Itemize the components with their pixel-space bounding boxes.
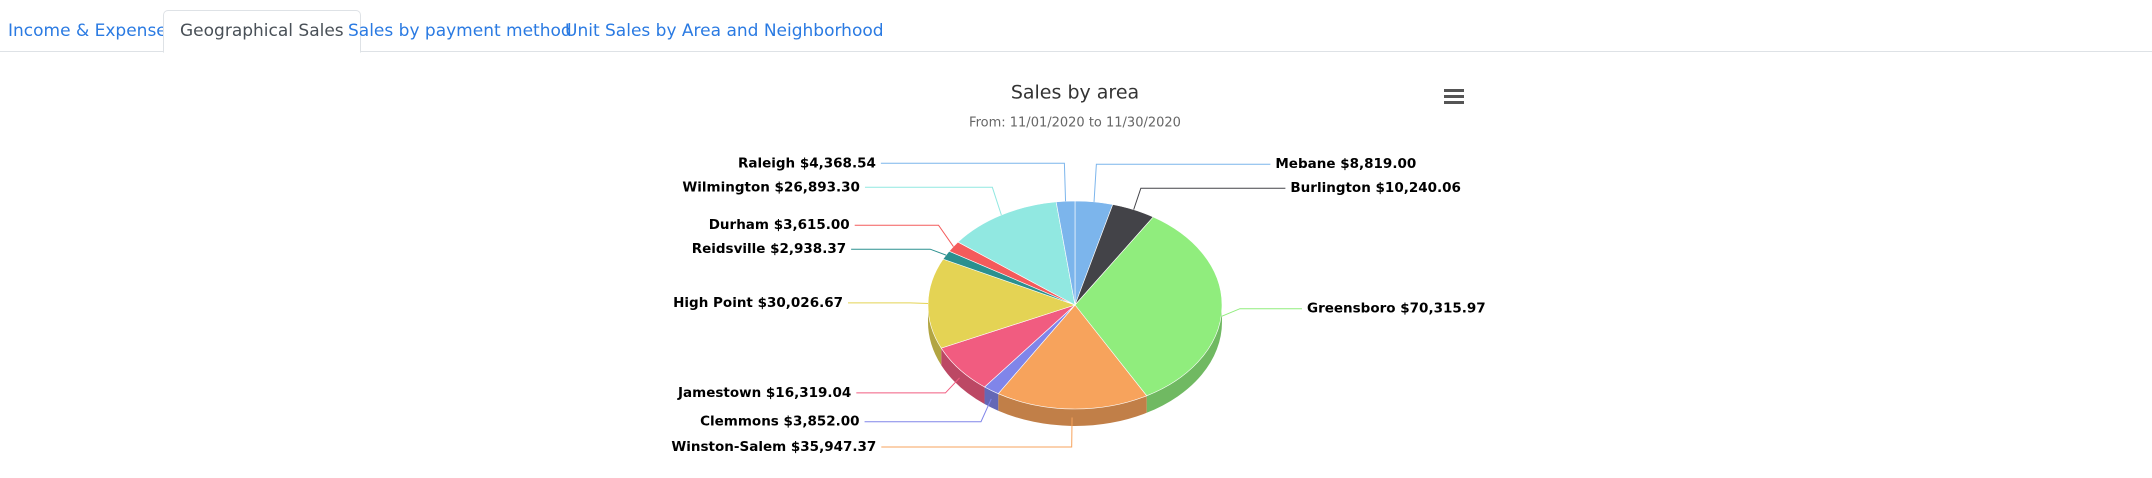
label-value: $70,315.97: [1400, 301, 1485, 317]
menu-bar: [1444, 101, 1464, 104]
label-value: $30,026.67: [758, 295, 843, 311]
tab-bar: Income & Expenses Geographical Sales Sal…: [0, 0, 2152, 53]
label-value: $26,893.30: [775, 179, 860, 195]
label-value: $8,819.00: [1340, 156, 1416, 172]
data-label: Mebane $8,819.00: [1275, 156, 1416, 172]
connector: [880, 162, 1067, 202]
data-label: Greensboro $70,315.97: [1307, 301, 1486, 317]
data-label: Raleigh $4,368.54: [738, 155, 876, 171]
label-name: Greensboro: [1307, 301, 1396, 317]
slice-side: [984, 386, 999, 411]
slice-side: [1146, 305, 1222, 413]
label-name: Raleigh: [738, 155, 795, 171]
connector: [854, 224, 954, 247]
connector: [864, 398, 992, 423]
label-name: Burlington: [1290, 180, 1370, 196]
tab[interactable]: Income & Expenses: [8, 21, 176, 41]
label-value: $10,240.06: [1376, 180, 1461, 196]
connector: [1093, 163, 1271, 202]
data-label: Burlington $10,240.06: [1290, 180, 1461, 196]
chart: Sales by area From: 11/01/2020 to 11/30/…: [671, 82, 1486, 455]
label-name: Winston-Salem: [671, 439, 786, 455]
label-value: $3,852.00: [784, 414, 860, 430]
data-label: Durham $3,615.00: [709, 217, 850, 233]
menu-bar: [1444, 95, 1464, 98]
connector: [864, 186, 1002, 216]
label-name: Mebane: [1275, 156, 1335, 172]
slice-side: [998, 393, 1147, 427]
label-value: $4,368.54: [800, 155, 876, 171]
slice: [957, 201, 1076, 306]
data-label: Clemmons $3,852.00: [700, 414, 859, 430]
connector: [1133, 187, 1286, 210]
slice: [997, 304, 1148, 410]
label-name: Wilmington: [682, 179, 769, 195]
connector: [856, 377, 960, 394]
label-value: $3,615.00: [774, 217, 850, 233]
label-value: $35,947.37: [791, 439, 876, 455]
label-name: Clemmons: [700, 414, 779, 430]
menu-button[interactable]: [1444, 89, 1464, 104]
label-value: $2,938.37: [770, 241, 846, 257]
data-label: Jamestown $16,319.04: [677, 385, 851, 401]
menu-bar: [1444, 89, 1464, 92]
connector: [881, 417, 1073, 448]
slice-side: [928, 305, 942, 366]
chart-subtitle: From: 11/01/2020 to 11/30/2020: [969, 116, 1181, 131]
data-label: Reidsville $2,938.37: [692, 241, 846, 257]
tab[interactable]: Sales by payment method: [348, 21, 572, 41]
data-label: High Point $30,026.67: [673, 295, 843, 311]
tab[interactable]: Unit Sales by Area and Neighborhood: [565, 21, 884, 41]
connector: [851, 248, 947, 256]
label-name: Durham: [709, 217, 769, 233]
label-value: $16,319.04: [766, 385, 851, 401]
chart-title: Sales by area: [1011, 82, 1139, 104]
label-name: Jamestown: [677, 385, 761, 401]
label-name: High Point: [673, 295, 753, 311]
slice: [927, 258, 1076, 349]
label-name: Reidsville: [692, 241, 766, 257]
slice: [1055, 200, 1076, 306]
tab-active[interactable]: Geographical Sales: [163, 10, 361, 53]
data-label: Winston-Salem $35,947.37: [671, 439, 876, 455]
connector: [1221, 308, 1302, 317]
connector: [848, 302, 929, 304]
data-label: Wilmington $26,893.30: [682, 179, 860, 195]
